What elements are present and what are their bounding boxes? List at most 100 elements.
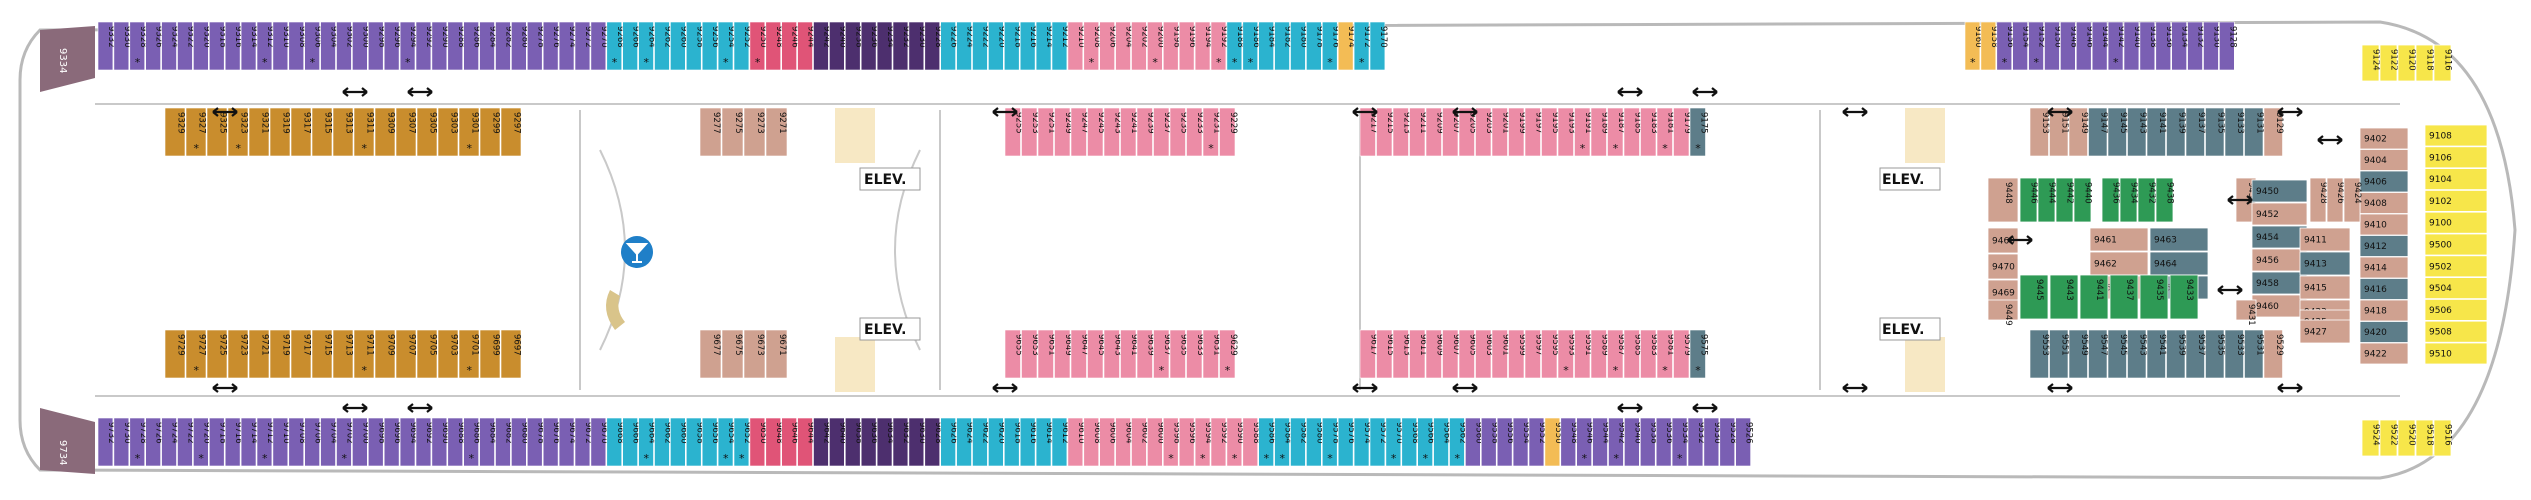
cabin-9292[interactable]: 9292: [415, 21, 434, 71]
cabin-9662[interactable]: 9662: [654, 417, 673, 467]
cabin-9418[interactable]: 9418: [2359, 299, 2409, 322]
cabin-9590[interactable]: 9590 *: [1226, 417, 1245, 467]
cabin-9632[interactable]: 9632: [892, 417, 911, 467]
cabin-9610[interactable]: 9610: [1067, 417, 1086, 467]
cabin-9311[interactable]: 9311 *: [353, 107, 375, 157]
cabin-9248[interactable]: 9248: [765, 21, 784, 71]
cabin-9406[interactable]: 9406: [2359, 170, 2409, 193]
cabin-9682[interactable]: 9682: [495, 417, 514, 467]
cabin-9620[interactable]: 9620: [988, 417, 1006, 467]
cabin-9677[interactable]: 9677: [699, 329, 722, 379]
cabin-9445[interactable]: 9445: [2019, 274, 2049, 320]
cabin-9108[interactable]: 9108: [2424, 124, 2488, 147]
cabin-9440[interactable]: 9440: [2073, 177, 2093, 223]
cabin-9192[interactable]: 9192 *: [1210, 21, 1229, 71]
cabin-9449[interactable]: 9449: [1987, 299, 2019, 326]
cabin-9274[interactable]: 9274: [558, 21, 577, 71]
cabin-9191[interactable]: 9191 *: [1574, 107, 1593, 157]
cabin-9506[interactable]: 9506: [2424, 298, 2488, 321]
cabin-9242[interactable]: 9242: [813, 21, 832, 71]
cabin-9707[interactable]: 9707: [395, 329, 417, 379]
cabin-9181[interactable]: 9181 *: [1656, 107, 1675, 157]
cabin-9211[interactable]: 9211: [1409, 107, 1428, 157]
cabin-9443[interactable]: 9443: [2049, 274, 2079, 320]
cabin-9306[interactable]: 9306 *: [304, 21, 323, 71]
cabin-9524[interactable]: 9524: [2361, 419, 2381, 457]
cabin-9712[interactable]: 9712 *: [256, 417, 275, 467]
cabin-9606[interactable]: 9606: [1099, 417, 1118, 467]
cabin-9450[interactable]: 9450: [2251, 179, 2308, 203]
cabin-9290[interactable]: 9290: [431, 21, 450, 71]
cabin-9711[interactable]: 9711 *: [353, 329, 375, 379]
cabin-9255[interactable]: 9255: [1004, 107, 1023, 157]
cabin-9520[interactable]: 9520: [2397, 419, 2417, 457]
cabin-9726[interactable]: 9726: [145, 417, 164, 467]
cabin-9434[interactable]: 9434: [2119, 177, 2139, 223]
cabin-9116[interactable]: 9116: [2433, 44, 2453, 82]
cabin-9411[interactable]: 9411: [2299, 227, 2351, 252]
cabin-9601[interactable]: 9601: [1491, 329, 1510, 379]
cabin-9152[interactable]: 9152 *: [2028, 21, 2047, 71]
cabin-9566[interactable]: 9566 *: [1417, 417, 1436, 467]
cabin-9650[interactable]: 9650: [749, 417, 768, 467]
cabin-9330[interactable]: 9330: [113, 21, 132, 71]
cabin-9537[interactable]: 9537: [2185, 329, 2206, 379]
cabin-9698[interactable]: 9698: [367, 417, 386, 467]
cabin-9154[interactable]: 9154: [2012, 21, 2031, 71]
cabin-9319[interactable]: 9319: [269, 107, 291, 157]
cabin-9552[interactable]: 9552: [1528, 417, 1547, 467]
cabin-9536[interactable]: 9536: [1655, 417, 1674, 467]
cabin-9602[interactable]: 9602: [1131, 417, 1150, 467]
cabin-9322[interactable]: 9322: [177, 21, 196, 71]
cabin-9433[interactable]: 9433: [2169, 274, 2199, 320]
cabin-9717[interactable]: 9717: [290, 329, 312, 379]
cabin-9587[interactable]: 9587 *: [1607, 329, 1626, 379]
cabin-9404[interactable]: 9404: [2359, 149, 2409, 171]
cabin-9543[interactable]: 9543: [2127, 329, 2148, 379]
cabin-9195[interactable]: 9195: [1541, 107, 1560, 157]
cabin-9313[interactable]: 9313: [332, 107, 354, 157]
cabin-9568[interactable]: 9568: [1401, 417, 1420, 467]
cabin-9732[interactable]: 9732: [97, 417, 116, 467]
cabin-9182[interactable]: 9182: [1274, 21, 1293, 71]
cabin-9106[interactable]: 9106: [2424, 146, 2488, 169]
cabin-9628[interactable]: 9628: [924, 417, 943, 467]
cabin-9314[interactable]: 9314: [240, 21, 259, 71]
cabin-9206[interactable]: 9206: [1099, 21, 1118, 71]
cabin-9137[interactable]: 9137: [2185, 107, 2206, 157]
cabin-9584[interactable]: 9584 *: [1274, 417, 1293, 467]
cabin-9414[interactable]: 9414: [2359, 256, 2409, 279]
cabin-9186[interactable]: 9186 *: [1242, 21, 1261, 71]
cabin-9302[interactable]: 9302: [336, 21, 355, 71]
cabin-9534[interactable]: 9534 *: [1671, 417, 1690, 467]
cabin-9678[interactable]: 9678: [526, 417, 545, 467]
cabin-9266[interactable]: 9266: [622, 21, 641, 71]
cabin-9553[interactable]: 9553: [2029, 329, 2050, 379]
cabin-9252[interactable]: 9252: [733, 21, 752, 71]
cabin-9448[interactable]: 9448: [1987, 177, 2019, 223]
cabin-9218[interactable]: 9218: [1003, 21, 1022, 71]
cabin-9470[interactable]: 9470: [1987, 253, 2019, 280]
cabin-9207[interactable]: 9207: [1442, 107, 1461, 157]
cabin-9582[interactable]: 9582: [1290, 417, 1309, 467]
cabin-9158[interactable]: 9158: [1980, 21, 1999, 71]
cabin-9244[interactable]: 9244: [797, 21, 816, 71]
cabin-9643[interactable]: 9643: [1103, 329, 1122, 379]
cabin-9184[interactable]: 9184: [1258, 21, 1277, 71]
cabin-9420[interactable]: 9420: [2359, 321, 2409, 343]
cabin-9581[interactable]: 9581 *: [1656, 329, 1675, 379]
cabin-9721[interactable]: 9721: [248, 329, 270, 379]
cabin-9500[interactable]: 9500: [2424, 233, 2488, 256]
cabin-9153[interactable]: 9153: [2029, 107, 2050, 157]
cabin-9129[interactable]: 9129: [2263, 107, 2284, 157]
cabin-9704[interactable]: 9704: [320, 417, 339, 467]
cabin-9686[interactable]: 9686 *: [463, 417, 482, 467]
cabin-9318[interactable]: 9318: [209, 21, 227, 71]
cabin-9723[interactable]: 9723: [227, 329, 249, 379]
cabin-9651[interactable]: 9651: [1037, 329, 1056, 379]
cabin-9697[interactable]: 9697: [500, 329, 522, 379]
cabin-9145[interactable]: 9145: [2107, 107, 2128, 157]
cabin-9713[interactable]: 9713: [332, 329, 354, 379]
cabin-9556[interactable]: 9556: [1496, 417, 1515, 467]
cabin-9141[interactable]: 9141: [2146, 107, 2167, 157]
